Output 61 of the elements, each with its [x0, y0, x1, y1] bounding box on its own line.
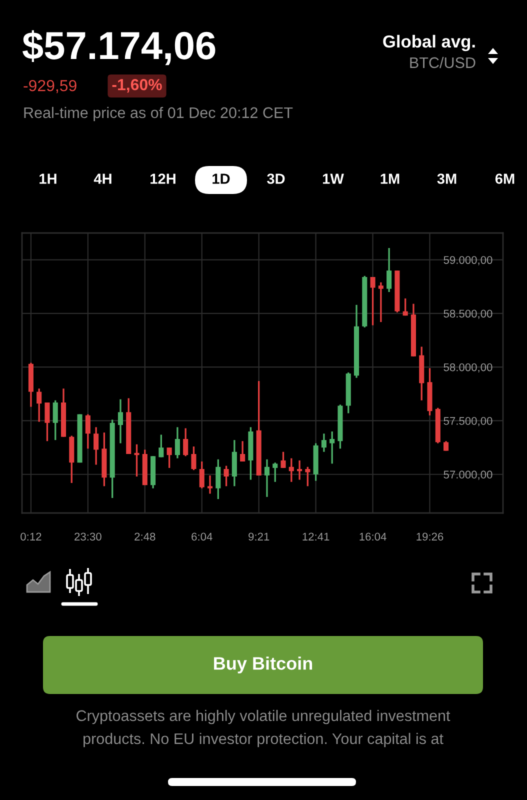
x-tick-label: 23:30 [74, 532, 102, 541]
text: 1M [380, 174, 400, 184]
x-tick-label: 2:48 [134, 532, 156, 541]
candlestick [378, 282, 384, 323]
candlestick [183, 427, 188, 457]
candlestick [330, 430, 335, 464]
candlestick [386, 247, 392, 293]
x-tick-label: 12:41 [302, 532, 330, 540]
candlestick [288, 457, 294, 483]
candlestick [297, 460, 302, 481]
candlestick [44, 402, 50, 442]
text: Cryptoassets are highly volatile unregulated investment [76, 710, 450, 724]
candlestick [134, 444, 140, 478]
candlestick [402, 298, 408, 316]
candlestick [85, 413, 90, 450]
x-tick-label: 9:21 [248, 532, 270, 541]
x-tick-label: 16:04 [360, 532, 386, 541]
chart-subtitle: Real-time price as of 01 Dec 20:12 CET [24, 106, 293, 122]
text: Buy Bitcoin [214, 656, 312, 674]
candlestick [166, 446, 172, 469]
text: 1H [40, 174, 56, 184]
candlestick [321, 432, 326, 453]
text: -1,60% [112, 78, 162, 93]
candlestick [36, 388, 42, 423]
text: Global avg. [383, 34, 475, 52]
candlestick [118, 398, 123, 444]
candlestick [174, 426, 180, 460]
text: products. No EU investor protection. Your capital is at [84, 732, 444, 748]
candlestick [240, 440, 246, 462]
candlestick [272, 462, 278, 483]
x-tick-label: 19:26 [416, 532, 444, 541]
y-tick-label: 58.500,00 [444, 310, 492, 319]
x-tick-label: 0:12 [20, 532, 42, 541]
text: 3M [437, 174, 456, 184]
candlestick [444, 440, 449, 452]
candlestick [264, 458, 270, 498]
candlestick [94, 426, 99, 466]
candlestick [224, 464, 229, 488]
y-tick-label: 59.000,00 [444, 256, 492, 266]
candlestick [191, 446, 196, 471]
text: 12H [150, 174, 176, 184]
candlestick [280, 451, 286, 469]
candlestick [52, 400, 58, 441]
text: 1D [212, 174, 230, 184]
candlestick [305, 466, 310, 488]
candlestick [207, 474, 213, 495]
text: 3D [267, 174, 285, 184]
candlestick [158, 434, 164, 458]
candlestick [370, 276, 376, 326]
text: 4H [94, 174, 112, 184]
chart-title: $57.174,06 [22, 30, 216, 66]
text: 6M [495, 174, 514, 184]
y-tick-label: 57.500,00 [444, 417, 492, 426]
y-tick-label: 58.000,00 [444, 363, 492, 373]
candlestick [199, 460, 204, 490]
text: 1W [322, 174, 344, 184]
text: -929,59 [24, 80, 76, 94]
x-tick-label: 6:04 [192, 532, 212, 541]
text: BTC/USD [410, 56, 476, 68]
y-tick-label: 57.000,00 [444, 470, 492, 480]
candlestick [216, 458, 221, 500]
